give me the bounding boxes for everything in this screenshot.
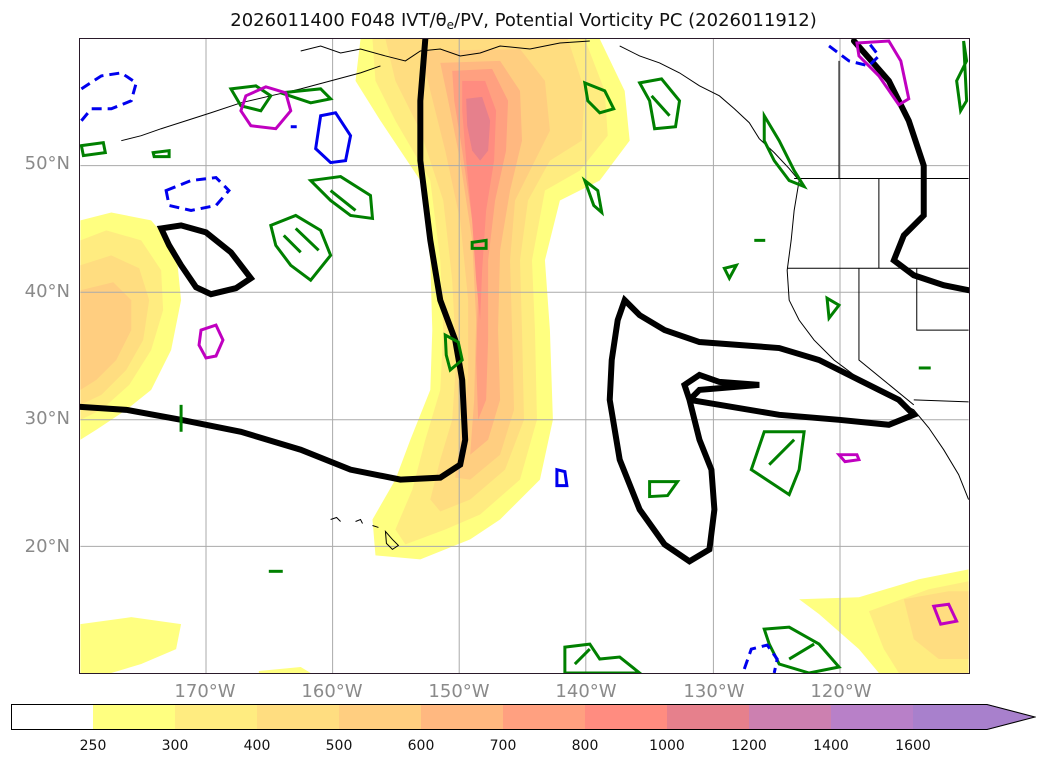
streamline-main	[80, 39, 469, 483]
colorbar-bin	[11, 704, 93, 730]
coastlines	[121, 40, 969, 551]
colorbar-tick: 300	[161, 738, 189, 754]
lon-label-120w: 120°W	[810, 681, 872, 702]
ivt-sw-plume-small	[258, 667, 311, 673]
pv-contours-magenta	[197, 39, 959, 626]
map-panel	[79, 38, 970, 674]
title-theta-subscript: e	[446, 18, 455, 32]
pv-contour-dashed	[828, 42, 881, 68]
pv-contour	[855, 39, 911, 107]
hawaii-islands	[330, 516, 400, 551]
colorbar-bin	[93, 704, 175, 730]
us-west-coastline	[786, 180, 969, 500]
pv-contour	[762, 110, 808, 190]
bc-coastline	[619, 45, 800, 181]
colorbar-tick: 1200	[731, 738, 767, 754]
ivt-se-plume-400	[903, 591, 969, 660]
pv-contour	[239, 85, 293, 131]
colorbar-bin	[339, 704, 421, 730]
pv-contour	[825, 295, 842, 323]
streamline-west-loop	[156, 222, 256, 298]
lat-label-40n: 40°N	[24, 281, 70, 302]
colorbar-tick: 1600	[895, 738, 931, 754]
pv-contour	[80, 141, 108, 158]
colorbar-extend-arrow	[913, 704, 1035, 730]
pv-contour	[931, 602, 959, 626]
streamline-contours	[80, 39, 969, 565]
pv-contour	[582, 80, 616, 115]
lat-label-30n: 30°N	[24, 408, 70, 429]
streamline-east-loop	[606, 294, 920, 565]
ivt-left-plume-500	[80, 282, 132, 390]
pv-contour	[197, 323, 225, 360]
pv-contour	[269, 213, 333, 283]
colorbar-tick: 700	[489, 738, 517, 754]
title-theta: θ	[435, 10, 447, 31]
ivt-colorbar	[11, 704, 1037, 730]
pv-contour-dashed	[80, 71, 138, 122]
pv-contour	[835, 453, 862, 464]
pv-contour	[637, 77, 682, 131]
map-title: 2026011400 F048 IVT/θe/PV, Potential Vor…	[0, 10, 1047, 32]
lon-label-140w: 140°W	[555, 681, 617, 702]
pv-contour	[955, 40, 969, 116]
colorbar-tick: 250	[79, 738, 107, 754]
pv-contour	[280, 87, 334, 105]
colorbar-bin	[421, 704, 503, 730]
pv-contours-positive	[80, 40, 969, 673]
colorbar-bin	[831, 704, 913, 730]
streamline-ne	[850, 39, 969, 294]
colorbar-tick: 1400	[813, 738, 849, 754]
colorbar-outline	[11, 704, 1037, 730]
pv-contour	[307, 175, 375, 221]
pv-contour	[555, 467, 569, 488]
lon-label-170w: 170°W	[174, 681, 236, 702]
pv-contours-negative	[80, 42, 881, 673]
colorbar-bin	[585, 704, 667, 730]
state-borders	[787, 60, 969, 406]
lat-label-50n: 50°N	[24, 153, 70, 174]
pv-contour	[749, 430, 806, 497]
ivt-main-plume-1000	[466, 96, 491, 161]
pv-contour-dashed	[742, 643, 779, 673]
pv-contour	[762, 625, 842, 673]
colorbar-tick: 500	[325, 738, 353, 754]
lon-label-160w: 160°W	[301, 681, 363, 702]
colorbar-bin	[257, 704, 339, 730]
colorbar-bin	[667, 704, 749, 730]
pv-contour	[151, 148, 171, 159]
lon-label-130w: 130°W	[683, 681, 745, 702]
pv-contour	[470, 238, 488, 250]
lat-lon-grid	[80, 39, 969, 673]
pv-contour	[648, 480, 681, 499]
pv-contour	[228, 84, 273, 113]
colorbar-tick: 1000	[649, 738, 685, 754]
alaska-coastline	[121, 40, 590, 142]
lat-label-20n: 20°N	[24, 536, 70, 557]
pv-contour	[581, 176, 604, 217]
colorbar-svg	[11, 704, 1037, 730]
title-prefix: 2026011400 F048 IVT/	[230, 10, 436, 31]
map-canvas	[80, 39, 969, 673]
title-suffix: /PV, Potential Vorticity PC (2026011912)	[454, 10, 817, 31]
colorbar-tick: 600	[407, 738, 435, 754]
colorbar-bin	[175, 704, 257, 730]
colorbar-tick: 800	[571, 738, 599, 754]
pv-contour	[443, 332, 464, 373]
colorbar-bin	[749, 704, 831, 730]
ivt-sw-plume-250	[80, 617, 182, 673]
pv-contour-dashed	[164, 175, 231, 212]
pv-contour	[722, 263, 740, 282]
lon-label-150w: 150°W	[428, 681, 490, 702]
colorbar-tick: 400	[243, 738, 271, 754]
pv-contour	[563, 642, 643, 673]
pv-contour	[314, 111, 353, 165]
colorbar-bin	[503, 704, 585, 730]
